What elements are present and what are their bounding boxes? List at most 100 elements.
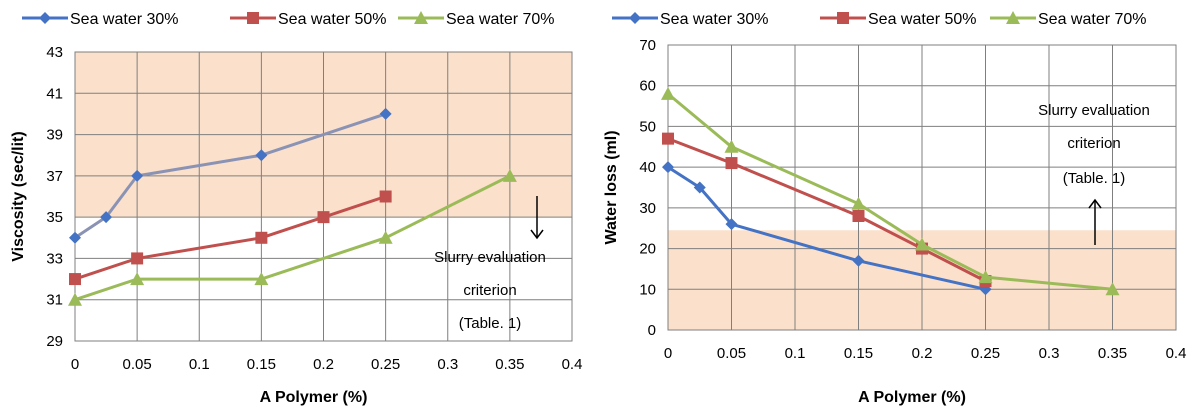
x-tick-label: 0.2 <box>912 345 933 362</box>
data-point <box>915 237 929 251</box>
data-point <box>255 149 268 162</box>
legend-entry: Sea water 50% <box>230 11 387 28</box>
legend-marker <box>629 12 641 24</box>
y-tick-label: 30 <box>639 200 656 217</box>
x-tick-label: 0.4 <box>562 356 583 373</box>
x-tick-label: 0.3 <box>1039 345 1060 362</box>
data-point <box>724 139 739 153</box>
x-tick-label: 0.1 <box>189 356 210 373</box>
x-tick-label: 0.05 <box>123 356 152 373</box>
annotation-arrowhead <box>1088 198 1102 209</box>
annotation-text: Slurry evaluation <box>434 249 546 266</box>
x-tick-label: 0 <box>71 356 79 373</box>
y-tick-label: 29 <box>46 333 63 350</box>
legend-marker <box>1006 11 1020 24</box>
series-3 <box>661 86 1120 296</box>
data-point <box>69 273 81 286</box>
data-point <box>725 218 738 231</box>
plot-area <box>74 51 573 342</box>
series-3 <box>68 168 517 306</box>
chart-1: 0 0.05 0.1 0.15 0.2 0.25 0.3 0.35 0.4 29 31 33 35 37 3… <box>10 11 582 406</box>
data-point <box>69 231 81 244</box>
data-point <box>100 211 113 224</box>
series-1 <box>69 107 392 244</box>
annotation-text: Slurry evaluation <box>1038 102 1150 119</box>
data-point <box>68 292 82 306</box>
data-point <box>693 181 706 194</box>
x-tick-label: 0.15 <box>844 345 873 362</box>
legend-label: Sea water 50% <box>278 11 387 28</box>
series-1 <box>662 161 992 296</box>
series-2 <box>69 190 392 286</box>
y-tick-label: 50 <box>639 118 656 135</box>
x-tick-label: 0.15 <box>247 356 276 373</box>
x-axis-title: A Polymer (%) <box>858 389 966 406</box>
y-tick-label: 31 <box>46 292 63 309</box>
legend-marker <box>414 11 428 24</box>
annotation-arrowhead <box>530 229 544 240</box>
x-tick-label: 0.35 <box>495 356 524 373</box>
data-point <box>255 231 268 244</box>
data-point <box>852 210 865 222</box>
x-axis-title: A Polymer (%) <box>260 389 368 406</box>
x-tick-label: 0.4 <box>1166 345 1187 362</box>
annotation-text: (Table. 1) <box>1063 170 1126 187</box>
legend-label: Sea water 30% <box>660 11 769 28</box>
data-point <box>379 190 392 203</box>
x-tick-label: 0.05 <box>717 345 746 362</box>
data-point <box>378 230 393 244</box>
y-tick-label: 60 <box>639 78 656 95</box>
legend-entry: Sea water 70% <box>990 11 1147 28</box>
y-axis-title: Water loss (ml) <box>603 130 620 244</box>
legend-label: Sea water 70% <box>446 11 555 28</box>
data-point <box>502 168 517 182</box>
y-axis-title: Viscosity (sec/lit) <box>10 131 27 261</box>
data-point <box>662 161 674 174</box>
legend-entry: Sea water 30% <box>612 11 769 28</box>
data-point <box>131 169 144 182</box>
chart-2: 0 0.05 0.1 0.15 0.2 0.25 0.3 0.35 0.4 0 10 20 30 40 50… <box>603 11 1186 406</box>
legend-entry: Sea water 50% <box>820 11 977 28</box>
y-tick-label: 10 <box>639 281 656 298</box>
x-tick-label: 0.25 <box>971 345 1000 362</box>
y-tick-label: 20 <box>639 241 656 258</box>
y-tick-label: 40 <box>639 159 656 176</box>
x-tick-label: 0.2 <box>313 356 334 373</box>
y-tick-label: 41 <box>46 85 63 102</box>
data-point <box>978 270 993 284</box>
legend-entry: Sea water 70% <box>398 11 555 28</box>
y-tick-label: 70 <box>639 37 656 54</box>
y-tick-label: 35 <box>46 209 63 226</box>
data-point <box>725 157 738 170</box>
data-point <box>852 254 865 267</box>
data-point <box>851 196 866 210</box>
series-line <box>667 92 1113 291</box>
legend-entry: Sea water 30% <box>22 11 179 28</box>
y-tick-label: 39 <box>46 127 63 144</box>
plot-area <box>667 44 1177 331</box>
y-tick-label: 37 <box>46 168 63 185</box>
data-point <box>1105 282 1120 296</box>
legend-label: Sea water 50% <box>868 11 977 28</box>
x-tick-label: 0.3 <box>437 356 458 373</box>
y-tick-label: 0 <box>648 322 656 339</box>
data-point <box>317 211 330 224</box>
legend-marker <box>39 12 51 24</box>
annotation-text: criterion <box>463 282 516 299</box>
x-tick-label: 0.1 <box>785 345 806 362</box>
data-point <box>662 132 674 145</box>
data-point <box>131 252 144 265</box>
legend-marker <box>247 12 259 24</box>
legend-label: Sea water 70% <box>1038 11 1147 28</box>
y-tick-label: 33 <box>46 250 63 267</box>
x-tick-label: 0 <box>664 345 672 362</box>
data-point <box>379 107 392 120</box>
annotation-text: (Table. 1) <box>459 315 522 332</box>
data-point <box>661 86 675 100</box>
annotation-text: criterion <box>1067 135 1120 152</box>
x-tick-label: 0.25 <box>371 356 400 373</box>
legend-marker <box>837 12 849 24</box>
y-tick-label: 43 <box>46 44 63 61</box>
legend-label: Sea water 30% <box>70 11 179 28</box>
